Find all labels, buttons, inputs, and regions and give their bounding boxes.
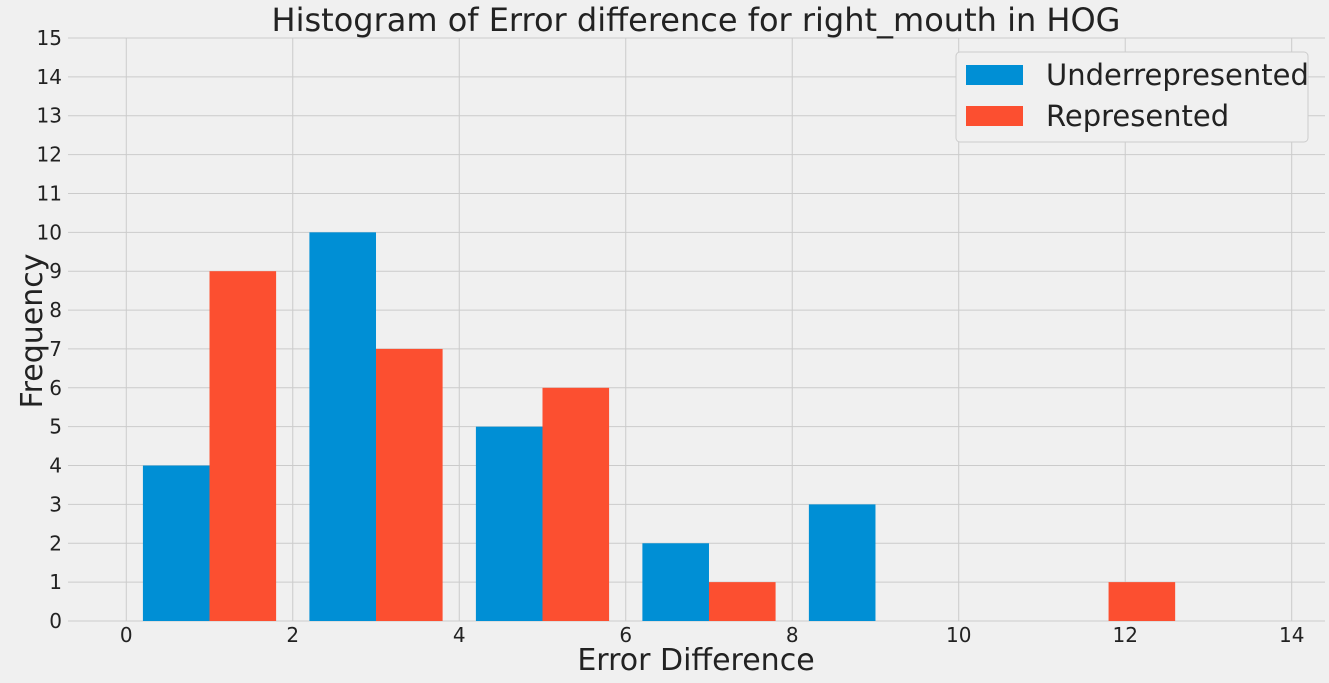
bars xyxy=(142,232,1176,622)
y-tick-label: 0 xyxy=(49,609,62,633)
y-tick-label: 1 xyxy=(49,570,62,594)
bar-underrepresented xyxy=(309,232,377,622)
y-tick-label: 10 xyxy=(37,220,62,244)
y-tick-label: 13 xyxy=(37,104,62,128)
y-tick-label: 9 xyxy=(49,259,62,283)
x-tick-label: 12 xyxy=(1112,623,1137,647)
x-tick-label: 4 xyxy=(453,623,466,647)
legend-label-underrepresented: Underrepresented xyxy=(1046,58,1309,92)
y-tick-label: 3 xyxy=(49,492,62,516)
y-tick-label: 14 xyxy=(37,65,62,89)
y-tick-label: 5 xyxy=(49,415,62,439)
bar-underrepresented xyxy=(475,426,543,621)
bar-represented xyxy=(209,271,277,621)
legend-label-represented: Represented xyxy=(1046,99,1229,133)
x-tick-label: 10 xyxy=(946,623,971,647)
bar-underrepresented xyxy=(808,504,876,621)
x-tick-label: 0 xyxy=(120,623,133,647)
bar-represented xyxy=(376,348,443,621)
y-tick-label: 15 xyxy=(37,26,62,50)
legend-swatch-represented xyxy=(966,106,1023,126)
y-tick-label: 12 xyxy=(37,143,62,167)
x-tick-label: 2 xyxy=(286,623,299,647)
x-tick-label: 14 xyxy=(1279,623,1304,647)
y-tick-label: 7 xyxy=(49,337,62,361)
bar-underrepresented xyxy=(142,465,210,621)
legend: Underrepresented Represented xyxy=(955,51,1309,143)
bar-underrepresented xyxy=(642,543,709,621)
y-tick-label: 8 xyxy=(49,298,62,322)
legend-frame xyxy=(955,51,1309,143)
x-tick-label: 6 xyxy=(619,623,632,647)
bar-represented xyxy=(1108,582,1176,621)
legend-swatch-underrepresented xyxy=(966,65,1023,85)
y-axis-label: Frequency xyxy=(15,254,50,409)
y-tick-label: 4 xyxy=(49,454,62,478)
x-tick-label: 8 xyxy=(786,623,799,647)
chart-title: Histogram of Error difference for right_… xyxy=(272,1,1121,39)
y-tick-label: 6 xyxy=(49,376,62,400)
bar-represented xyxy=(542,387,610,621)
y-tick-label: 2 xyxy=(49,531,62,555)
x-axis-label: Error Difference xyxy=(577,643,814,678)
y-tick-label: 11 xyxy=(37,181,62,205)
bar-represented xyxy=(708,582,776,621)
